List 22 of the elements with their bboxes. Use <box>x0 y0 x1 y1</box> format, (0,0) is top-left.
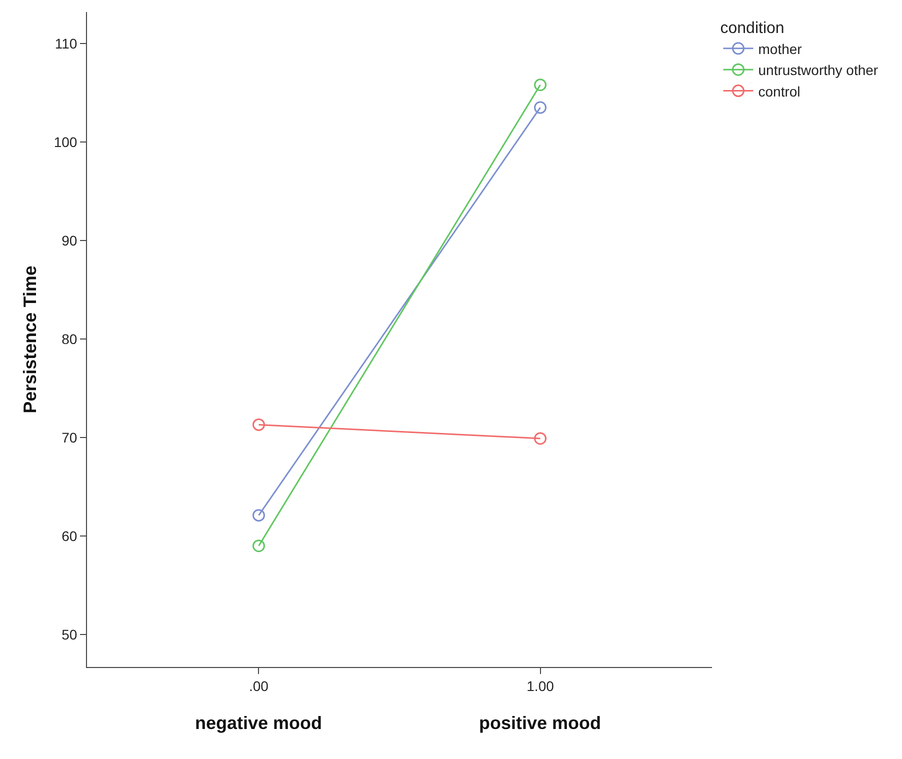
legend-title: condition <box>720 20 784 37</box>
y-tick-label: 90 <box>62 232 78 248</box>
y-tick-label: 110 <box>54 35 78 52</box>
y-tick-label: 60 <box>62 528 78 544</box>
text: positive mood <box>479 713 602 733</box>
point <box>534 78 547 92</box>
y-tick-label: 100 <box>54 134 78 150</box>
text: negative mood <box>195 713 322 733</box>
y-tick-label: 80 <box>62 330 78 347</box>
point <box>534 101 547 114</box>
x-tick-label: .00 <box>248 678 269 694</box>
legend-label: untrustworthy other <box>758 62 878 78</box>
y-tick-label: 70 <box>62 429 78 446</box>
y-tick-label: 50 <box>62 626 78 642</box>
y-axis-title: Persistence Time <box>20 266 40 414</box>
point <box>252 509 265 522</box>
legend-label: control <box>758 83 800 100</box>
point <box>534 432 547 445</box>
legend-label: mother <box>758 40 802 57</box>
point <box>252 540 265 552</box>
x-tick-label: 1.00 <box>526 678 554 694</box>
point <box>252 418 265 431</box>
